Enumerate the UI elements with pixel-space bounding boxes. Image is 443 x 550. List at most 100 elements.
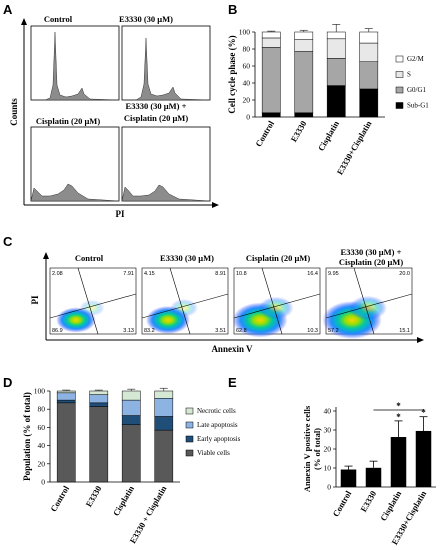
flow-gate-horizontal	[325, 293, 413, 319]
apoptosis-legend-label: Viable cells	[197, 449, 230, 457]
quadrant-upper-left: 2.08	[52, 271, 63, 277]
flow-y-label: PI	[30, 295, 40, 304]
flow-gate-vertical	[353, 267, 375, 335]
apoptosis-bar-early-apoptosis	[56, 399, 76, 404]
hist-title-combo-line1: E3330 (30 μM) +	[126, 101, 187, 111]
apoptosis-category-label: Control	[48, 483, 71, 513]
apoptosis-legend-label: Early apoptosis	[197, 435, 241, 443]
panel-a-histograms: Control E3330 (30 μM) Cisplatin (20 μM) …	[9, 14, 219, 219]
quadrant-lower-right: 10.3	[307, 328, 318, 334]
annexin-y-label: Annexin V positive cells(% of total)	[302, 405, 322, 492]
cell-cycle-y-tick-label: 60	[243, 62, 251, 71]
panel-label-a: A	[3, 2, 13, 17]
apoptosis-legend-swatch	[185, 449, 194, 457]
flow-title-combo-line1: E3330 (30 μM) +	[341, 247, 402, 257]
cell-cycle-category-label: Cisplatin	[316, 119, 341, 153]
flow-gate-horizontal	[141, 293, 229, 319]
apoptosis-bar-viable-cells	[121, 424, 141, 483]
cell-cycle-legend-swatch	[395, 55, 404, 63]
hist-x-arrow-icon	[212, 202, 219, 208]
apoptosis-bar-necrotic-cells	[89, 390, 109, 395]
cell-cycle-bar-g2-m	[294, 31, 314, 40]
cell-cycle-category-label: Control	[253, 118, 276, 148]
flow-plot-2: 10.8 16.4 62.8 10.3	[232, 267, 321, 338]
quadrant-lower-right: 3.13	[123, 328, 134, 334]
flow-title-control: Control	[75, 253, 104, 263]
cell-cycle-bar-s	[326, 38, 346, 59]
flow-plot-1: 4.15 8.91 83.2 3.51	[141, 267, 229, 335]
quadrant-upper-left: 4.15	[144, 271, 155, 277]
apoptosis-bar-late-apoptosis	[56, 392, 76, 401]
apoptosis-y-tick-label: 80	[38, 405, 46, 414]
apoptosis-legend-label: Necrotic cells	[197, 407, 236, 415]
annexin-bar	[415, 430, 432, 487]
annexin-y-label-line: Annexin V positive cells	[302, 405, 312, 492]
annexin-category-label: Control	[330, 488, 353, 518]
cell-cycle-bar-g0-g1	[326, 58, 346, 86]
apoptosis-legend-swatch	[185, 421, 194, 429]
quadrant-upper-right: 7.91	[123, 271, 134, 277]
cell-cycle-bar-sub-g1	[294, 112, 314, 118]
hist-y-label: Counts	[9, 98, 19, 126]
histogram-frame-cisplatin	[30, 126, 120, 202]
cell-cycle-bar-sub-g1	[359, 88, 379, 118]
hist-title-control: Control	[44, 14, 73, 24]
cell-cycle-y-tick-label: 20	[243, 96, 251, 105]
annexin-significance-star: *	[396, 412, 401, 422]
cell-cycle-bar-s	[359, 42, 379, 62]
cell-cycle-legend-swatch	[395, 102, 404, 109]
apoptosis-bar-viable-cells	[56, 402, 76, 483]
quadrant-lower-left: 57.2	[328, 328, 339, 334]
annexin-bracket-star: *	[396, 401, 401, 411]
apoptosis-y-tick-label: 20	[38, 459, 46, 468]
flow-x-arrow-icon	[417, 337, 424, 343]
panel-label-e: E	[228, 375, 237, 390]
cell-cycle-y-tick-label: 80	[243, 45, 251, 54]
cell-cycle-bar-sub-g1	[326, 85, 346, 118]
flow-title-e3330: E3330 (30 μM)	[160, 253, 214, 263]
apoptosis-bar-early-apoptosis	[121, 415, 141, 425]
cell-cycle-bar-g2-m	[326, 31, 346, 40]
panel-c-flow-plots: Control E3330 (30 μM) Cisplatin (20 μM) …	[30, 247, 424, 354]
quadrant-lower-left: 62.8	[236, 328, 247, 334]
quadrant-upper-right: 8.91	[215, 271, 226, 277]
apoptosis-category-label: Cisplatin	[111, 484, 136, 518]
apoptosis-bar-necrotic-cells	[121, 390, 141, 401]
apoptosis-bar-late-apoptosis	[89, 394, 109, 404]
cell-cycle-category-label: E3330+Cisplatin	[335, 119, 374, 177]
apoptosis-y-tick-label: 60	[38, 423, 46, 432]
apoptosis-y-label: Population (% of total)	[22, 392, 32, 481]
flow-density-tail	[79, 299, 105, 317]
cell-cycle-bar-g2-m	[261, 31, 281, 39]
histogram-frame-combo	[121, 126, 211, 202]
quadrant-upper-right: 20.0	[399, 271, 410, 277]
annexin-y-tick-label: 30	[324, 426, 332, 435]
histogram-combo	[121, 184, 211, 202]
annexin-y-label-line: (% of total)	[312, 428, 322, 470]
annexin-y-tick-label: 20	[324, 445, 332, 454]
cell-cycle-legend-label: G0/G1	[407, 86, 427, 94]
annexin-category-label: Cisplatin	[378, 489, 403, 523]
annexin-significance-star: *	[421, 408, 426, 418]
cell-cycle-bar-s	[261, 37, 281, 48]
cell-cycle-category-label: E3330	[288, 119, 308, 144]
hist-title-combo-line2: Cisplatin (20 μM)	[124, 113, 188, 123]
quadrant-upper-left: 9.95	[328, 271, 339, 277]
apoptosis-y-tick-label: 0	[41, 478, 45, 487]
cell-cycle-y-tick-label: 100	[239, 28, 251, 37]
flow-gate-vertical	[169, 267, 191, 335]
annexin-bar	[390, 437, 407, 487]
cell-cycle-y-tick-label: 40	[243, 79, 251, 88]
flow-gate-horizontal	[49, 293, 137, 319]
flow-x-label: Annexin V	[211, 344, 253, 354]
apoptosis-bar-necrotic-cells	[154, 390, 174, 399]
cell-cycle-bar-s	[294, 39, 314, 52]
annexin-bar	[365, 467, 382, 487]
histogram-frame-control	[30, 25, 120, 101]
flow-gate-horizontal	[233, 293, 321, 319]
flow-density-tail	[349, 295, 387, 321]
cell-cycle-legend-swatch	[395, 86, 404, 94]
apoptosis-legend-swatch	[185, 435, 194, 443]
